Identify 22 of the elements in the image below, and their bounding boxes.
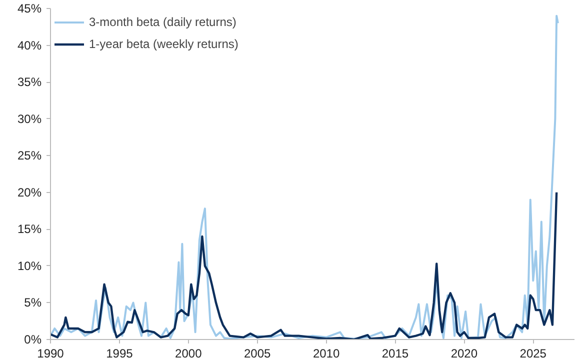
- line-series: [50, 14, 559, 340]
- line-series: [50, 191, 558, 340]
- y-tick-label: 35%: [17, 75, 42, 90]
- y-tick-label: 5%: [24, 296, 42, 310]
- y-tick-label: 45%: [17, 2, 42, 16]
- y-tick-label: 15%: [17, 222, 42, 236]
- x-tick-label: 1990: [37, 346, 64, 360]
- y-tick-label: 20%: [17, 185, 42, 200]
- y-tick-label: 25%: [17, 148, 42, 163]
- x-tick-label: 2010: [312, 346, 340, 360]
- legend-label: 1-year beta (weekly returns): [89, 37, 238, 51]
- x-tick-label: 2015: [382, 346, 409, 360]
- legend-label: 3-month beta (daily returns): [89, 15, 236, 29]
- x-tick-label: 2020: [450, 346, 478, 360]
- y-tick-label: 30%: [17, 112, 42, 126]
- y-tick-label: 10%: [17, 258, 42, 273]
- x-tick-label: 2005: [244, 346, 272, 360]
- x-tick-label: 2025: [520, 346, 547, 360]
- y-tick-label: 0%: [24, 332, 42, 346]
- y-tick-label: 40%: [17, 38, 42, 52]
- x-tick-label: 2000: [175, 346, 202, 360]
- x-tick-label: 1995: [106, 346, 134, 360]
